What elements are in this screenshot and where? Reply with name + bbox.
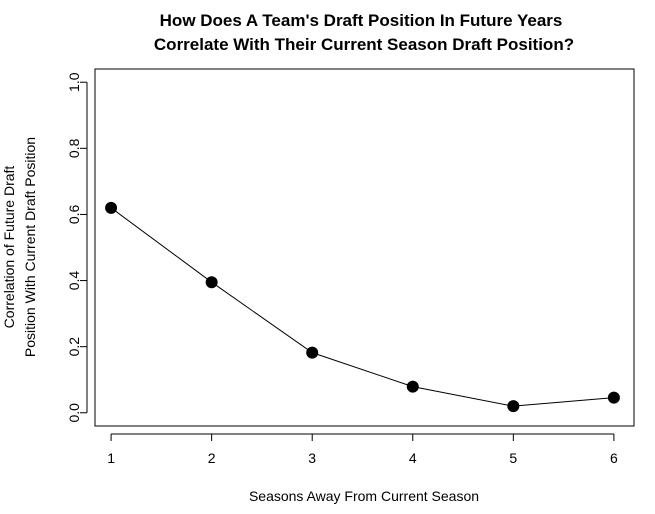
plot-frame: [94, 68, 635, 427]
y-axis-label-line-1: Correlation of Future Draft: [1, 166, 17, 329]
data-point: [205, 276, 218, 289]
y-axis: 0.0 0.2 0.4 0.6 0.8 1.0: [66, 72, 88, 423]
y-tick-label: 0.8: [66, 138, 82, 158]
y-tick-label: 1.0: [66, 72, 82, 92]
x-axis: 1 2 3 4 5 6: [107, 433, 618, 466]
x-tick-label: 6: [610, 450, 618, 466]
x-axis-label: Seasons Away From Current Season: [249, 488, 479, 504]
y-tick-label: 0.2: [66, 337, 82, 357]
data-point: [105, 201, 118, 214]
x-tick-label: 5: [509, 450, 517, 466]
series-layer: [105, 201, 620, 413]
data-point: [607, 391, 620, 404]
y-tick-label: 0.4: [66, 271, 82, 291]
y-axis-label-line-2: Position With Current Draft Position: [22, 137, 38, 357]
data-point: [507, 400, 520, 413]
chart-title-line-1: How Does A Team's Draft Position In Futu…: [160, 11, 563, 30]
y-tick-label: 0.6: [66, 205, 82, 225]
data-point: [306, 346, 319, 359]
x-tick-label: 2: [208, 450, 216, 466]
x-tick-label: 3: [308, 450, 316, 466]
x-tick-label: 4: [409, 450, 417, 466]
data-point: [406, 380, 419, 393]
y-tick-label: 0.0: [66, 403, 82, 423]
x-tick-label: 1: [107, 450, 115, 466]
series-line: [110, 207, 614, 407]
chart-title-line-2: Correlate With Their Current Season Draf…: [154, 35, 574, 54]
